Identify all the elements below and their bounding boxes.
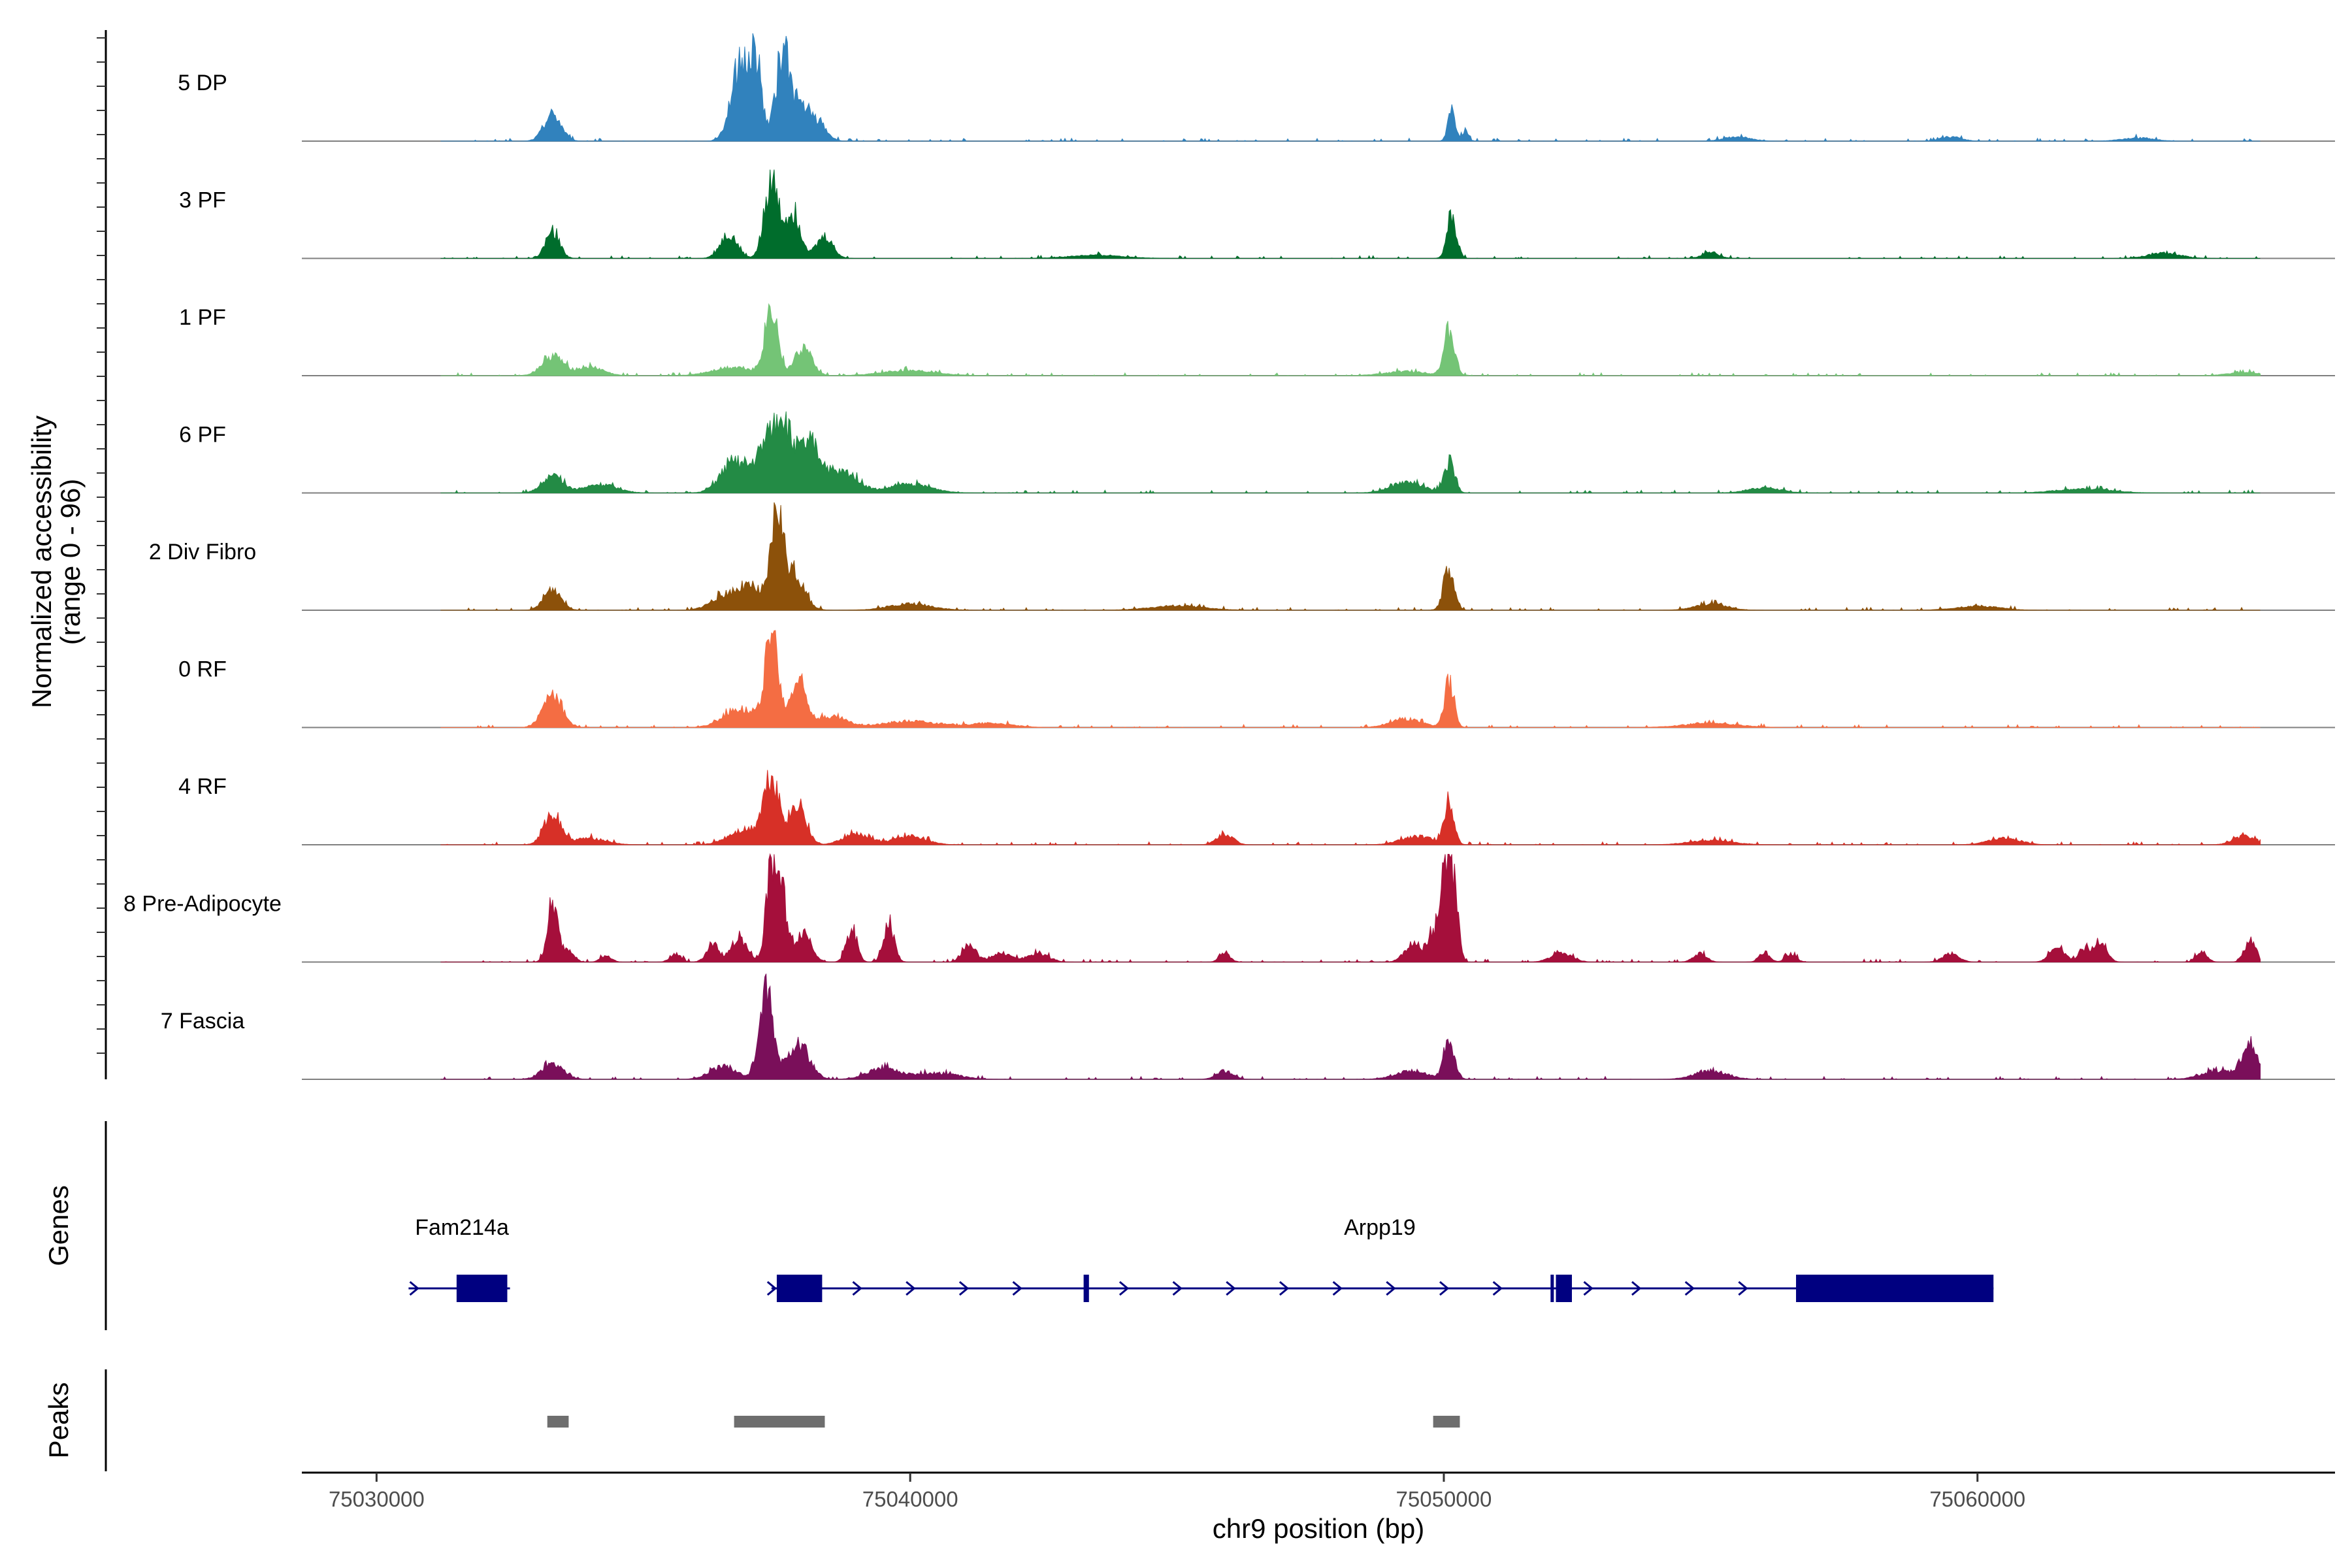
x-axis-title: chr9 position (bp) [1213,1513,1425,1544]
coverage-track: 6 PF [179,411,2335,494]
track-label: 6 PF [179,423,226,448]
gene-strand-arrow [1119,1281,1130,1296]
coverage-track: 8 Pre-Adipocyte [123,853,2335,963]
coverage-tracks: 5 DP 3 PF 1 PF 6 PF 2 Div Fibro 0 RF 4 RF 8 Pre… [123,33,2335,1080]
coverage-signal-area [440,630,2261,728]
coverage-track: 4 RF [178,770,2335,846]
gene-name-label: Arpp19 [1344,1215,1416,1240]
track-label: 8 Pre-Adipocyte [123,892,282,917]
coverage-signal-area [440,973,2261,1080]
gene-exon [776,1275,823,1302]
x-axis-tick-label: 75030000 [329,1487,425,1511]
peak-regions [547,1416,1460,1428]
peak-region [547,1416,569,1428]
genes-panel-title: Genes [43,1185,74,1266]
track-label: 1 PF [179,305,226,330]
gene-strand-arrow [1279,1281,1290,1296]
gene-strand-arrow [906,1281,916,1296]
track-label: 0 RF [178,657,227,682]
gene-strand-arrow [1012,1281,1022,1296]
gene-model: Fam214a [408,1215,510,1302]
coverage-track: 2 Div Fibro [149,502,2335,611]
gene-strand-arrow [1386,1281,1396,1296]
coverage-signal-area [440,302,2261,377]
peaks-panel-title: Peaks [43,1382,74,1459]
gene-model: Arpp19 [766,1215,1994,1302]
gene-strand-arrow [1492,1281,1503,1296]
coverage-y-axis-ticks [97,37,106,1054]
track-label: 2 Div Fibro [149,540,256,564]
coverage-track: 0 RF [178,630,2335,728]
gene-exon [1550,1275,1554,1302]
y-axis-title-line2: (range 0 - 96) [55,479,86,645]
gene-strand-arrow [1583,1281,1593,1296]
gene-strand-arrow [1332,1281,1343,1296]
coverage-track: 7 Fascia [161,973,2335,1080]
gene-exon [456,1275,508,1302]
coverage-signal-area [440,411,2261,494]
coverage-signal-area [440,169,2261,259]
gene-exon [1556,1275,1572,1302]
peak-region [734,1416,825,1428]
x-axis-tick-label: 75040000 [862,1487,958,1511]
gene-strand-arrow [409,1281,419,1296]
gene-models: Fam214a Arpp19 [408,1215,1994,1302]
coverage-track: 5 DP [178,33,2335,142]
gene-strand-arrow [1439,1281,1450,1296]
track-label: 7 Fascia [161,1009,245,1034]
gene-strand-arrow [1684,1281,1695,1296]
gene-strand-arrow [958,1281,970,1296]
coverage-signal-area [440,33,2261,142]
x-axis-tick-label: 75050000 [1396,1487,1492,1511]
gene-strand-arrow [1738,1281,1748,1296]
x-axis-tick-label: 75060000 [1929,1487,2025,1511]
gene-strand-arrow [852,1281,862,1296]
gene-name-label: Fam214a [415,1215,509,1240]
track-label: 5 DP [178,71,227,95]
coverage-signal-area [440,770,2261,846]
gene-strand-arrow [1631,1281,1642,1296]
coverage-signal-area [440,502,2261,611]
track-label: 4 RF [178,774,227,799]
coverage-track: 3 PF [179,169,2335,259]
track-label: 3 PF [179,188,226,213]
y-axis-title-line1: Normalized accessibility [26,416,57,708]
x-axis-ticks: 75030000 75040000 75050000 75060000 [329,1473,2025,1511]
gene-exon [1083,1275,1089,1302]
coverage-signal-area [440,853,2261,963]
gene-strand-arrow [1172,1281,1183,1296]
peak-region [1433,1416,1460,1428]
gene-exon [1796,1275,1994,1302]
gene-strand-arrow [1226,1281,1236,1296]
gene-strand-arrow [766,1281,777,1296]
coverage-track: 1 PF [179,302,2335,377]
